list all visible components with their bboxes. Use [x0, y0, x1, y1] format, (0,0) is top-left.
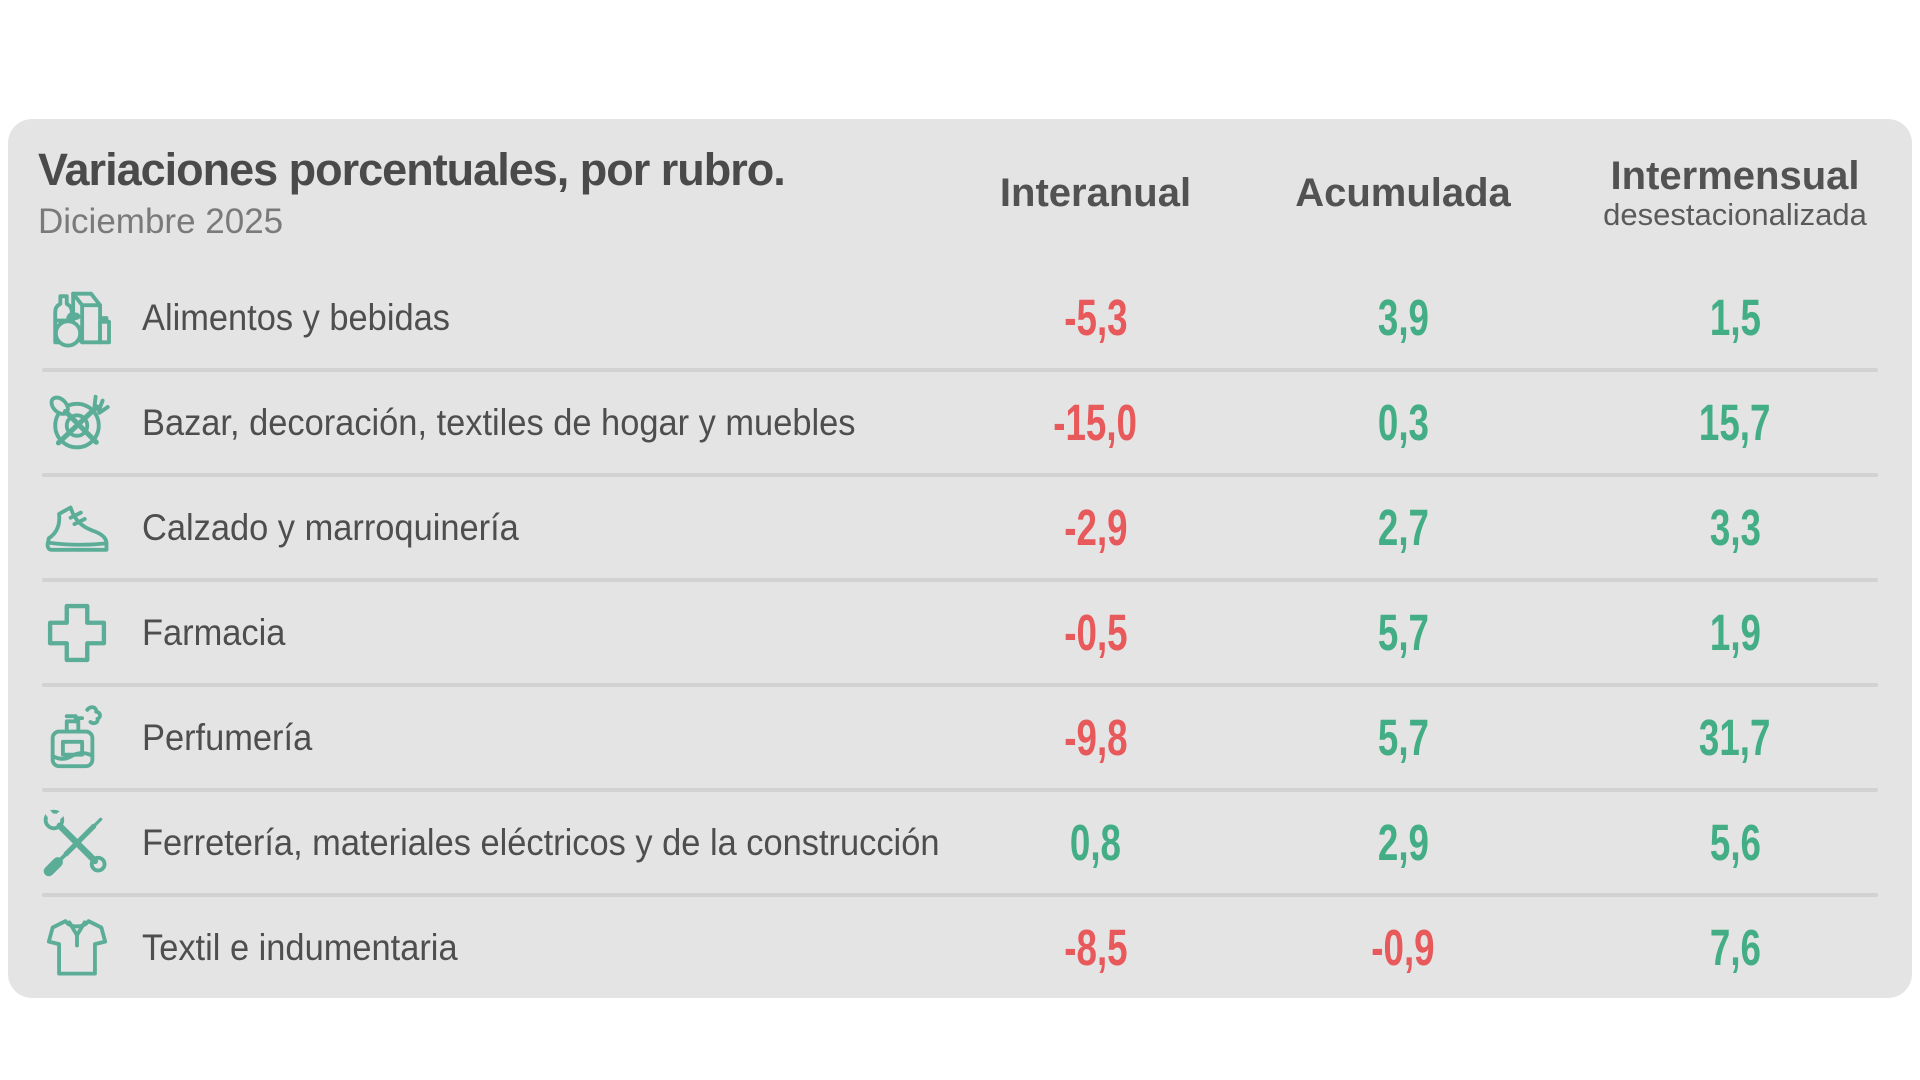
pharmacy-cross-icon	[36, 592, 118, 674]
acumulada-value: 0,3	[1377, 394, 1429, 451]
category-cell: Farmacia	[8, 592, 943, 674]
category-label: Farmacia	[142, 611, 286, 653]
tableware-icon	[36, 382, 118, 464]
tshirt-icon	[36, 907, 118, 989]
row-separator	[42, 473, 1878, 477]
acumulada-value: 3,9	[1377, 289, 1429, 346]
interanual-value: -8,5	[1063, 919, 1128, 976]
table-header: Variaciones porcentuales, por rubro. Dic…	[8, 119, 1912, 267]
interanual-value: -15,0	[1053, 394, 1138, 451]
variations-card: Variaciones porcentuales, por rubro. Dic…	[8, 119, 1912, 998]
groceries-icon	[36, 277, 118, 359]
category-label: Calzado y marroquinería	[142, 506, 519, 548]
intermensual-value: 15,7	[1699, 394, 1771, 451]
interanual-value: -0,5	[1063, 604, 1128, 661]
page-subtitle: Diciembre 2025	[38, 202, 284, 241]
table-row: Ferretería, materiales eléctricos y de l…	[8, 792, 1912, 893]
row-separator	[42, 578, 1878, 582]
category-label: Bazar, decoración, textiles de hogar y m…	[142, 401, 856, 443]
category-label: Alimentos y bebidas	[142, 296, 450, 338]
sneaker-icon	[36, 487, 118, 569]
table-body: Alimentos y bebidas -5,3 3,9 1,5 Bazar, …	[8, 267, 1912, 998]
table-row: Farmacia -0,5 5,7 1,9	[8, 582, 1912, 683]
table-row: Perfumería -9,8 5,7 31,7	[8, 687, 1912, 788]
category-cell: Perfumería	[8, 697, 943, 779]
acumulada-value: -0,9	[1371, 919, 1435, 976]
column-header-interanual: Interanual	[999, 171, 1192, 215]
intermensual-value: 7,6	[1709, 919, 1761, 976]
intermensual-value: 31,7	[1699, 709, 1771, 766]
interanual-value: -2,9	[1063, 499, 1128, 556]
page-title: Variaciones porcentuales, por rubro.	[38, 144, 786, 195]
column-header-acumulada: Acumulada	[1295, 171, 1511, 215]
table-row: Textil e indumentaria -8,5 -0,9 7,6	[8, 897, 1912, 998]
category-cell: Bazar, decoración, textiles de hogar y m…	[8, 382, 943, 464]
acumulada-value: 2,7	[1377, 499, 1429, 556]
row-separator	[42, 893, 1878, 897]
category-cell: Ferretería, materiales eléctricos y de l…	[8, 802, 943, 884]
column-header-intermensual-main: Intermensual	[1610, 153, 1860, 198]
intermensual-value: 5,6	[1709, 814, 1761, 871]
category-cell: Textil e indumentaria	[8, 907, 943, 989]
row-separator	[42, 683, 1878, 687]
row-separator	[42, 788, 1878, 792]
intermensual-value: 3,3	[1709, 499, 1761, 556]
row-separator	[42, 368, 1878, 372]
intermensual-value: 1,9	[1709, 604, 1761, 661]
intermensual-value: 1,5	[1709, 289, 1761, 346]
interanual-value: -9,8	[1063, 709, 1128, 766]
category-cell: Calzado y marroquinería	[8, 487, 943, 569]
title-block: Variaciones porcentuales, por rubro. Dic…	[8, 144, 943, 242]
category-label: Perfumería	[142, 716, 313, 758]
table-row: Bazar, decoración, textiles de hogar y m…	[8, 372, 1912, 473]
table-row: Alimentos y bebidas -5,3 3,9 1,5	[8, 267, 1912, 368]
acumulada-value: 2,9	[1377, 814, 1429, 871]
category-label: Textil e indumentaria	[142, 926, 458, 968]
interanual-value: 0,8	[1069, 814, 1122, 871]
category-cell: Alimentos y bebidas	[8, 277, 943, 359]
table-row: Calzado y marroquinería -2,9 2,7 3,3	[8, 477, 1912, 578]
interanual-value: -5,3	[1063, 289, 1128, 346]
category-label: Ferretería, materiales eléctricos y de l…	[142, 821, 940, 863]
acumulada-value: 5,7	[1377, 604, 1429, 661]
perfume-icon	[36, 697, 118, 779]
tools-icon	[36, 802, 118, 884]
column-header-intermensual-sub: desestacionalizada	[1603, 196, 1867, 232]
column-header-intermensual: Intermensual desestacionalizada	[1558, 155, 1912, 232]
acumulada-value: 5,7	[1377, 709, 1429, 766]
